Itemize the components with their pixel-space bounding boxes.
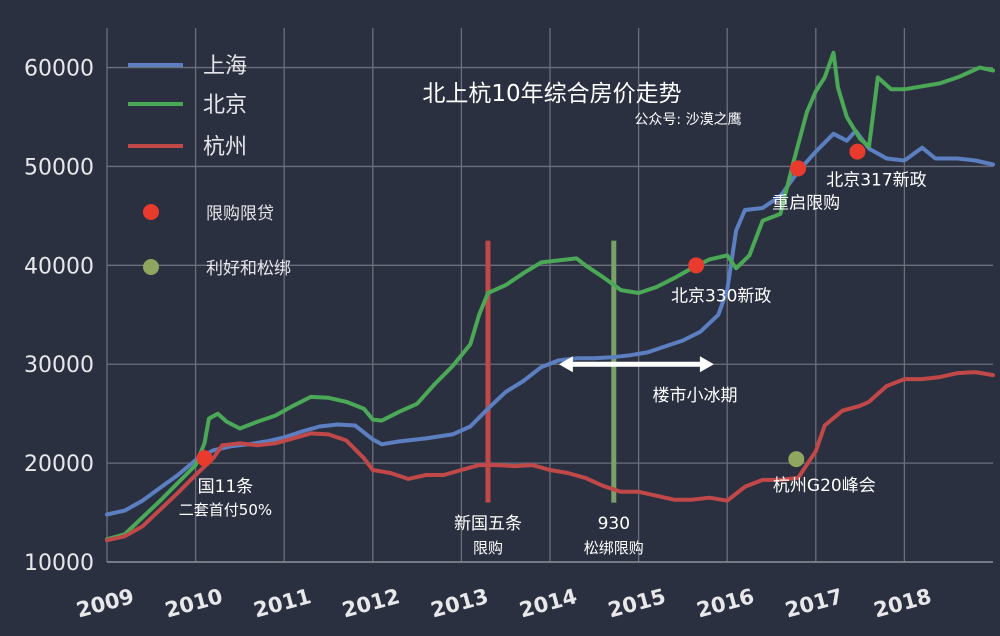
- y-axis-ticks: 10000 20000 30000 40000 50000 60000: [24, 57, 94, 576]
- event-label: 杭州G20峰会: [773, 476, 876, 496]
- legend-label-restriction: 限购限贷: [206, 204, 274, 224]
- vertical-marker-label: 930: [598, 514, 630, 534]
- legend-label-shanghai: 上海: [203, 54, 247, 79]
- y-tick-label: 60000: [24, 57, 94, 82]
- y-tick-label: 20000: [24, 452, 94, 477]
- event-sublabel: 二套首付50%: [179, 501, 272, 519]
- event-label: 北京317新政: [826, 171, 926, 191]
- event-dot: [849, 143, 866, 160]
- range-arrow-head-right: [699, 356, 714, 373]
- legend-dot-restriction: [143, 204, 159, 220]
- legend-label-beijing: 北京: [203, 93, 247, 118]
- legend-label-hangzhou: 杭州: [203, 135, 247, 160]
- y-tick-label: 50000: [24, 155, 94, 180]
- chart-subtitle: 公众号: 沙漠之鹰: [634, 112, 741, 128]
- vertical-marker-sublabel: 限购: [473, 539, 503, 557]
- legend-label-easing: 利好和松绑: [206, 259, 291, 279]
- vertical-marker-label: 新国五条: [454, 514, 522, 534]
- series-line-0: [105, 128, 995, 517]
- event-dot: [196, 450, 213, 467]
- legend-dot-easing: [143, 259, 159, 275]
- event-label: 国11条: [198, 477, 254, 497]
- range-arrow: 楼市小冰期: [558, 356, 738, 406]
- range-arrow-head-left: [558, 356, 573, 373]
- vertical-marker-sublabel: 松绑限购: [584, 539, 644, 557]
- series-lines: [105, 50, 995, 543]
- legend: 上海 北京 杭州 限购限贷 利好和松绑: [128, 54, 291, 279]
- y-tick-label: 40000: [24, 254, 94, 279]
- event-dot: [788, 451, 805, 468]
- range-arrow-label: 楼市小冰期: [653, 386, 738, 406]
- chart-title: 北上杭10年综合房价走势: [422, 81, 681, 107]
- series-line-1: [105, 50, 995, 542]
- y-tick-label: 30000: [24, 353, 94, 378]
- series-line-2: [105, 370, 995, 543]
- event-dot: [790, 160, 807, 177]
- event-label: 北京330新政: [671, 286, 771, 306]
- event-dot: [688, 257, 705, 274]
- y-tick-label: 10000: [24, 551, 94, 576]
- event-label: 重启限购: [772, 193, 840, 213]
